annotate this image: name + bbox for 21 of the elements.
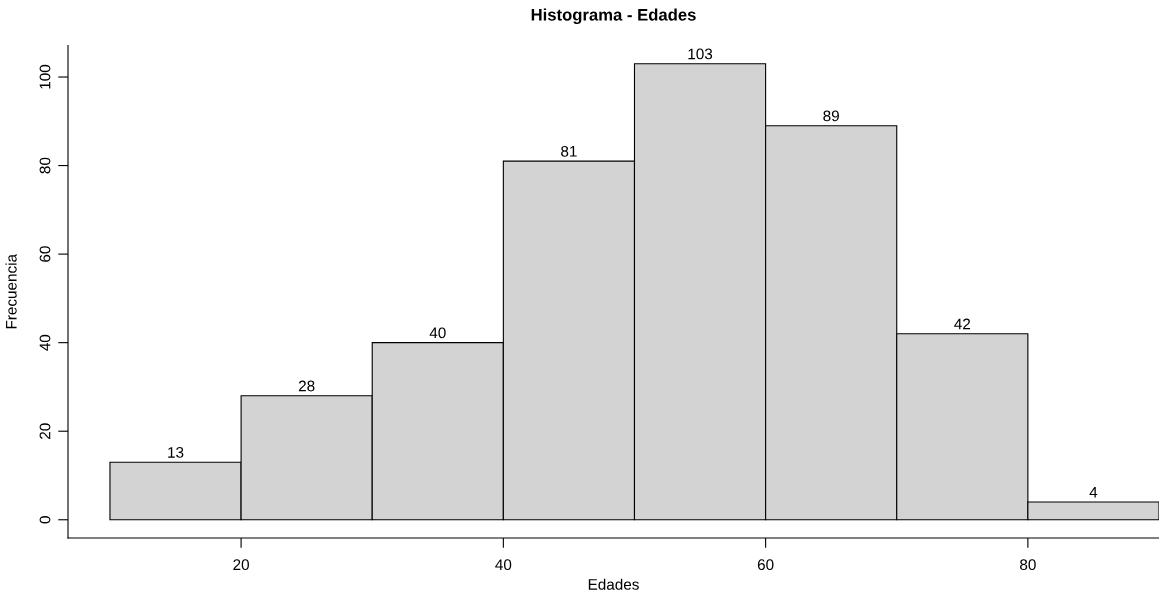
data-label: 103 bbox=[688, 48, 713, 60]
y-tick-label: 20 bbox=[39, 423, 51, 439]
y-tick-label: 100 bbox=[39, 64, 51, 89]
chart-title: Histograma - Edades bbox=[531, 8, 696, 25]
data-label: 40 bbox=[429, 327, 446, 339]
y-tick-label: 40 bbox=[39, 334, 51, 351]
x-axis-title: Edades bbox=[588, 578, 639, 590]
x-tick-label: 80 bbox=[1020, 559, 1036, 571]
y-tick-label: 80 bbox=[39, 157, 51, 174]
y-axis-title: Frecuencia bbox=[5, 253, 17, 329]
data-label: 89 bbox=[823, 110, 839, 122]
data-label: 4 bbox=[1089, 486, 1098, 498]
data-label: 28 bbox=[298, 380, 315, 392]
data-label: 13 bbox=[168, 446, 184, 458]
x-tick-label: 60 bbox=[757, 559, 774, 571]
data-label: 81 bbox=[561, 145, 577, 157]
data-label: 42 bbox=[954, 318, 971, 330]
x-tick-label: 40 bbox=[495, 559, 512, 571]
y-tick-label: 60 bbox=[39, 246, 51, 262]
y-tick-label: 0 bbox=[39, 516, 51, 524]
x-tick-label: 20 bbox=[233, 559, 249, 571]
